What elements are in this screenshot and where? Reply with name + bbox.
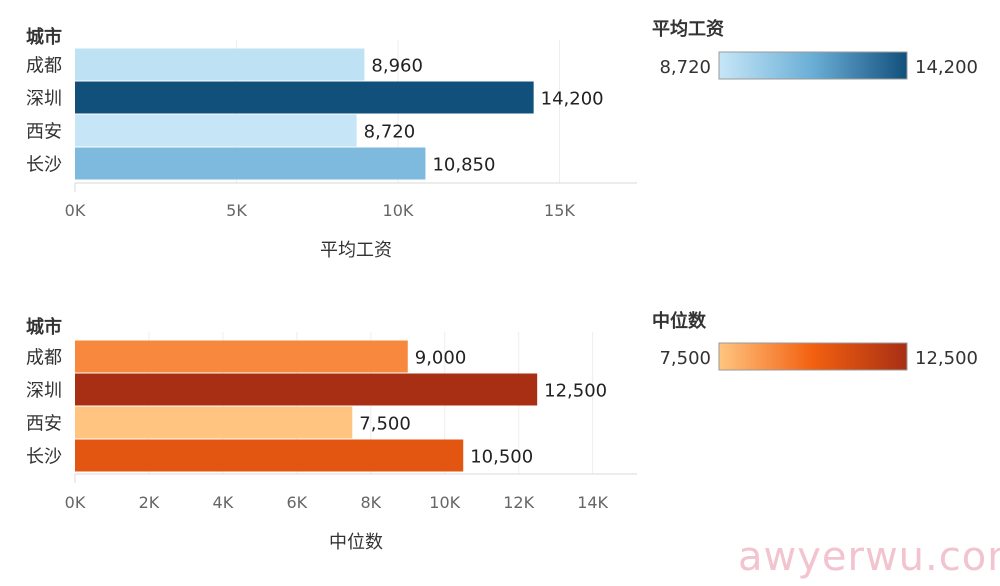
watermark: awyerwu.com: [738, 534, 1000, 580]
category-label: 深圳: [26, 381, 62, 402]
legend-gradient-bar: [718, 51, 908, 80]
x-tick-label: 5K: [226, 201, 247, 220]
x-tick-labels: 0K 5K 10K 15K: [65, 201, 576, 220]
x-tick-label: 14K: [577, 493, 608, 512]
category-label: 长沙: [26, 447, 62, 468]
bar: [75, 439, 464, 472]
bar: [75, 373, 538, 406]
legend-max-label: 12,500: [915, 348, 978, 369]
value-label: 10,500: [470, 447, 533, 468]
value-label: 10,850: [432, 155, 495, 176]
color-legend-average-salary: 平均工资 8,720 14,200: [652, 18, 978, 80]
x-tick-label: 2K: [139, 493, 160, 512]
legend-min-label: 7,500: [659, 348, 711, 369]
legend-min-label: 8,720: [659, 57, 711, 78]
x-tick-label: 0K: [65, 493, 86, 512]
dimension-title: 城市: [26, 316, 62, 338]
x-tick-label: 12K: [503, 493, 534, 512]
bar: [75, 48, 365, 81]
x-tick-labels: 0K 2K 4K 6K 8K 10K 12K 14K: [65, 493, 609, 512]
legend-gradient-bar: [718, 342, 908, 371]
value-label: 14,200: [541, 89, 604, 110]
x-tick-label: 15K: [544, 201, 575, 220]
category-label: 成都: [26, 348, 62, 369]
value-label: 9,000: [415, 348, 467, 369]
category-label: 深圳: [26, 89, 62, 110]
bar: [75, 114, 357, 147]
x-tick-label: 8K: [360, 493, 381, 512]
legend-title: 中位数: [652, 310, 707, 332]
value-label: 8,960: [371, 56, 423, 77]
value-label: 7,500: [359, 414, 411, 435]
color-legend-median: 中位数 7,500 12,500: [652, 310, 978, 371]
x-tick-label: 10K: [383, 201, 414, 220]
category-label: 长沙: [26, 155, 62, 176]
category-label: 成都: [26, 56, 62, 77]
legend-max-label: 14,200: [915, 57, 978, 78]
bar: [75, 81, 534, 114]
legend-title: 平均工资: [652, 18, 724, 40]
value-label: 12,500: [544, 381, 607, 402]
x-axis-title: 平均工资: [320, 240, 392, 261]
category-label: 西安: [26, 122, 62, 143]
x-tick-label: 0K: [65, 201, 86, 220]
x-tick-label: 10K: [429, 493, 460, 512]
x-tick-label: 4K: [213, 493, 234, 512]
x-tick-label: 6K: [287, 493, 308, 512]
bar: [75, 406, 353, 439]
bar: [75, 340, 408, 373]
dimension-title: 城市: [26, 26, 62, 48]
value-label: 8,720: [364, 122, 416, 143]
value-labels: 8,960 14,200 8,720 10,850: [364, 56, 604, 176]
x-axis-title: 中位数: [329, 532, 383, 553]
bar: [75, 147, 426, 180]
bars: [75, 340, 538, 472]
category-label: 西安: [26, 414, 62, 435]
bars: [75, 48, 534, 180]
value-labels: 9,000 12,500 7,500 10,500: [359, 348, 607, 468]
